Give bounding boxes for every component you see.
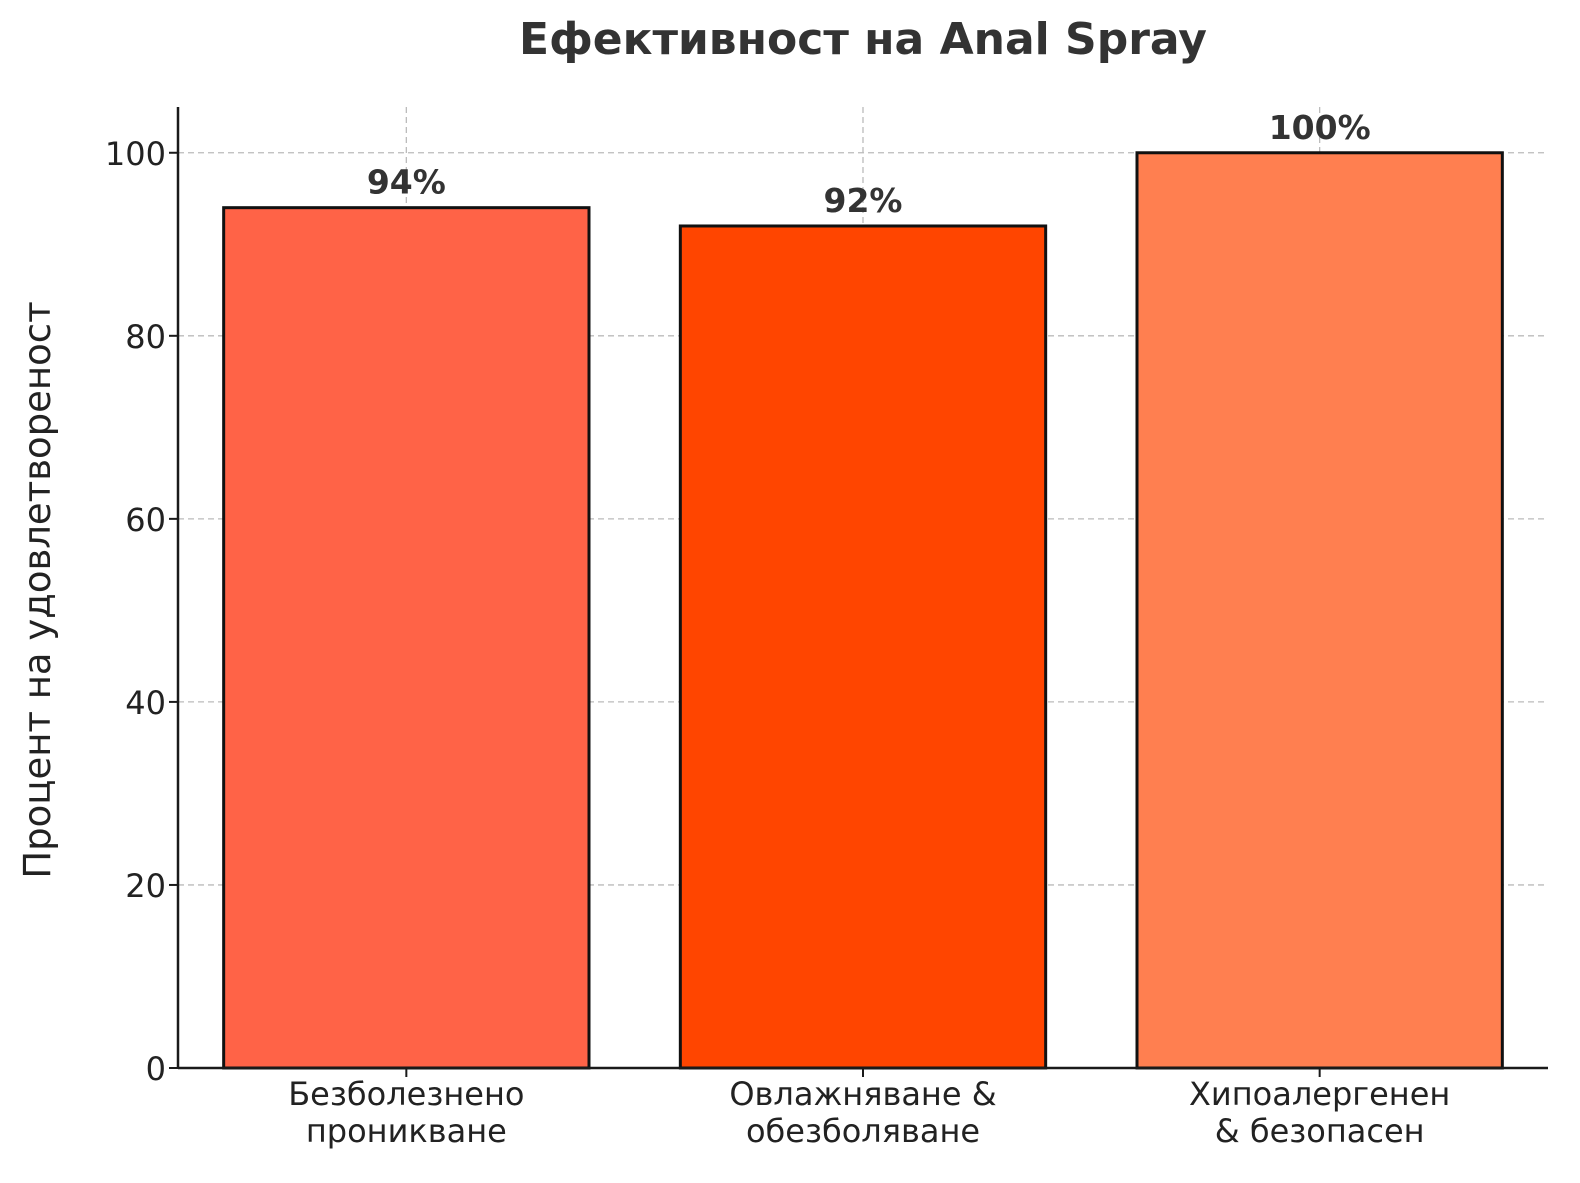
x-tick-label: & безопасен xyxy=(1215,1112,1425,1150)
data-labels: 94% 92% 100% xyxy=(367,108,1371,220)
y-tick-label: 60 xyxy=(125,501,166,539)
bar-value-label: 92% xyxy=(824,181,903,220)
x-tick-label: Овлажняване & xyxy=(729,1075,996,1113)
y-tick-label: 20 xyxy=(125,867,166,905)
bar xyxy=(678,224,1048,1070)
chart-title: Ефективност на Anal Spray xyxy=(519,14,1207,65)
bars xyxy=(222,151,1504,1070)
y-axis-label: Процент на удовлетвореност xyxy=(16,301,59,878)
x-tick-label: обезболяване xyxy=(746,1112,980,1150)
y-tick-label: 80 xyxy=(125,318,166,356)
y-tick-label: 100 xyxy=(105,135,166,173)
bar xyxy=(222,206,591,1070)
y-tick-label: 0 xyxy=(146,1050,166,1088)
x-tick-label: Хипоалергенен xyxy=(1189,1075,1450,1113)
bar xyxy=(1135,151,1504,1070)
x-tick-label: проникване xyxy=(306,1112,507,1150)
bar-value-label: 94% xyxy=(367,163,446,202)
x-tick-label: Безболезнено xyxy=(288,1075,524,1113)
bar-value-label: 100% xyxy=(1269,108,1371,147)
y-tick-label: 40 xyxy=(125,684,166,722)
